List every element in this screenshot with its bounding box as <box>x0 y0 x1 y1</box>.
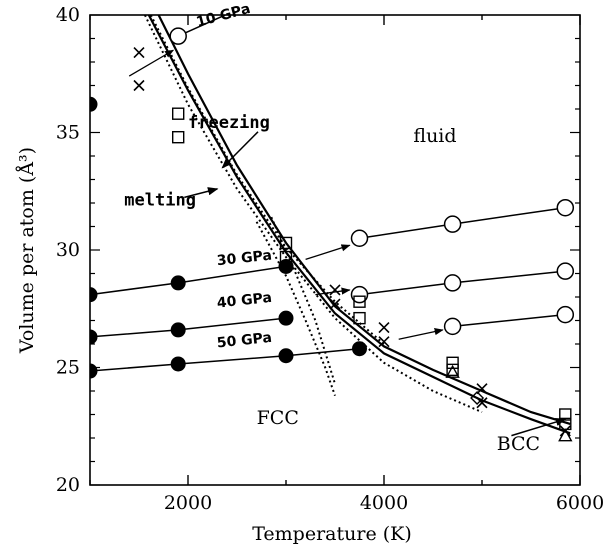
fluid-point-10-gpa <box>249 0 265 9</box>
isobar-solid-line-50-gpa <box>90 347 360 372</box>
solid-point-10-gpa <box>90 96 98 112</box>
solid-point-40-gpa <box>90 329 98 345</box>
fluid-point-10-gpa <box>169 27 187 45</box>
dotted-boundary-1 <box>149 15 385 345</box>
fluid-point-30-gpa <box>556 198 575 217</box>
annotation-arrow-4 <box>184 187 219 199</box>
dotted-boundary-2 <box>255 221 336 397</box>
annotation-label-40-gpa: 40 GPa <box>216 290 273 312</box>
cross-marker <box>476 383 488 395</box>
annotations: fluid FCC BCC freezing melting 10 GPa 30 GPa 40… <box>124 1 567 455</box>
square-marker <box>353 311 366 325</box>
y-axis-title: Volume per atom (Å³) <box>16 147 38 354</box>
square-marker <box>279 236 293 250</box>
plot-area <box>90 0 575 442</box>
melting-line <box>147 15 571 435</box>
axes: 2000 4000 6000 20 25 30 35 40 <box>56 4 604 514</box>
fluid-point-40-gpa <box>443 274 462 292</box>
triangle-marker <box>445 364 460 378</box>
cross-marker <box>133 47 145 59</box>
annotation-label-fluid: fluid <box>413 125 456 147</box>
y-tick-label: 25 <box>56 357 80 379</box>
annotation-label-freezing: freezing <box>188 113 270 133</box>
triangle-marker <box>558 428 573 442</box>
fluid-point-30-gpa <box>443 215 462 233</box>
y-tick-label: 30 <box>56 239 80 261</box>
x-tick-label: 4000 <box>360 492 408 514</box>
fluid-point-30-gpa <box>350 229 369 247</box>
y-tick-label: 40 <box>56 4 80 26</box>
x-tick-label: 6000 <box>556 492 604 514</box>
transition-arrow-0 <box>128 49 175 77</box>
cross-marker <box>476 397 488 409</box>
annotation-label-bcc: BCC <box>497 433 540 455</box>
solid-point-30-gpa <box>170 275 186 291</box>
diamond-marker <box>470 391 485 406</box>
cross-marker <box>329 284 341 296</box>
cross-marker <box>133 79 145 92</box>
isobar-fluid-line-30-gpa <box>359 206 566 240</box>
transition-arrow-3 <box>398 328 444 340</box>
annotation-label-50-gpa: 50 GPa <box>216 330 273 352</box>
solid-point-40-gpa <box>278 310 294 326</box>
annotation-label-10-gpa: 10 GPa <box>195 1 252 31</box>
x-axis-title: Temperature (K) <box>252 523 412 545</box>
annotation-arrow-5 <box>511 417 567 437</box>
isobar-fluid-line-40-gpa <box>359 270 566 296</box>
annotation-arrow-3 <box>221 131 259 169</box>
annotation-label-30-gpa: 30 GPa <box>216 248 273 270</box>
y-tick-label: 20 <box>56 474 80 496</box>
square-marker <box>279 250 293 264</box>
annotation-label-fcc: FCC <box>257 407 299 429</box>
x-tick-label: 2000 <box>164 492 212 514</box>
solid-point-30-gpa <box>90 287 98 303</box>
square-marker <box>353 295 366 308</box>
fluid-point-50-gpa <box>443 317 462 336</box>
isobar-fluid-line-50-gpa <box>452 313 566 328</box>
isobar-solid-line-30-gpa <box>90 265 287 296</box>
square-marker <box>171 130 185 144</box>
cross-marker <box>329 298 341 310</box>
fluid-point-50-gpa <box>556 305 575 324</box>
cross-marker <box>378 336 390 348</box>
solid-point-50-gpa <box>278 348 294 364</box>
dotted-boundary-0 <box>143 15 483 414</box>
square-marker <box>446 363 459 377</box>
freezing-line <box>157 15 571 425</box>
isobar-fluid-line-10-gpa <box>177 15 228 37</box>
annotation-label-melting: melting <box>124 190 196 210</box>
solid-point-50-gpa <box>170 356 186 372</box>
solid-point-50-gpa <box>352 341 367 357</box>
square-marker <box>171 107 185 120</box>
fluid-point-40-gpa <box>350 285 369 304</box>
fluid-point-40-gpa <box>556 262 575 280</box>
y-tick-label: 35 <box>56 122 80 144</box>
cross-marker <box>378 321 390 334</box>
transition-arrow-1 <box>305 244 351 261</box>
solid-point-40-gpa <box>170 322 186 338</box>
square-marker <box>446 356 459 369</box>
